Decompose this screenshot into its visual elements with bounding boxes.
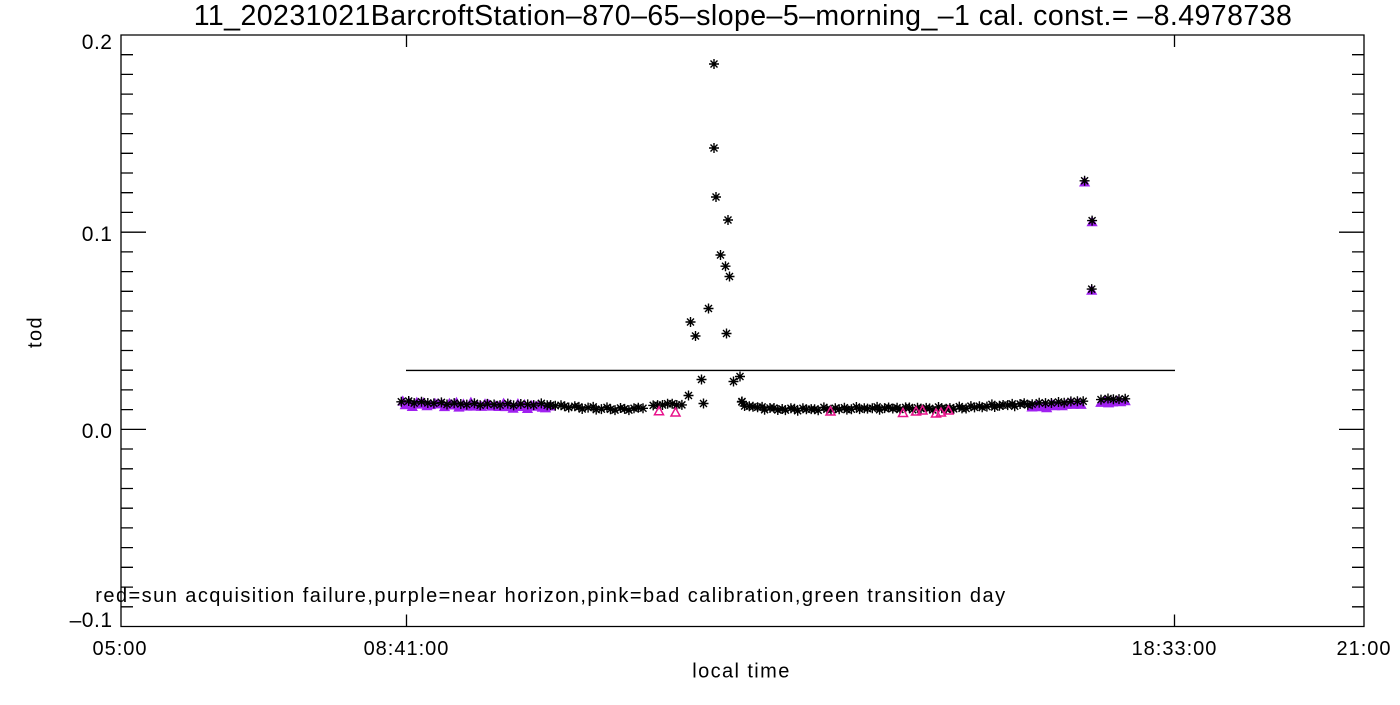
svg-text:08:41:00: 08:41:00 xyxy=(364,638,450,660)
svg-text:–0.1: –0.1 xyxy=(70,609,113,632)
svg-text:0.0: 0.0 xyxy=(82,420,113,443)
svg-text:18:33:00: 18:33:00 xyxy=(1132,638,1218,660)
svg-text:11_20231021BarcroftStation–870: 11_20231021BarcroftStation–870–65–slope–… xyxy=(194,0,1293,32)
svg-text:0.1: 0.1 xyxy=(82,223,113,246)
svg-text:05:00: 05:00 xyxy=(92,638,147,660)
svg-text:21:00: 21:00 xyxy=(1336,638,1391,660)
svg-text:0.2: 0.2 xyxy=(82,31,113,54)
svg-text:local time: local time xyxy=(692,661,790,683)
svg-text:tod: tod xyxy=(25,316,47,348)
svg-text:red=sun acquisition failure,pu: red=sun acquisition failure,purple=near … xyxy=(95,585,1006,607)
